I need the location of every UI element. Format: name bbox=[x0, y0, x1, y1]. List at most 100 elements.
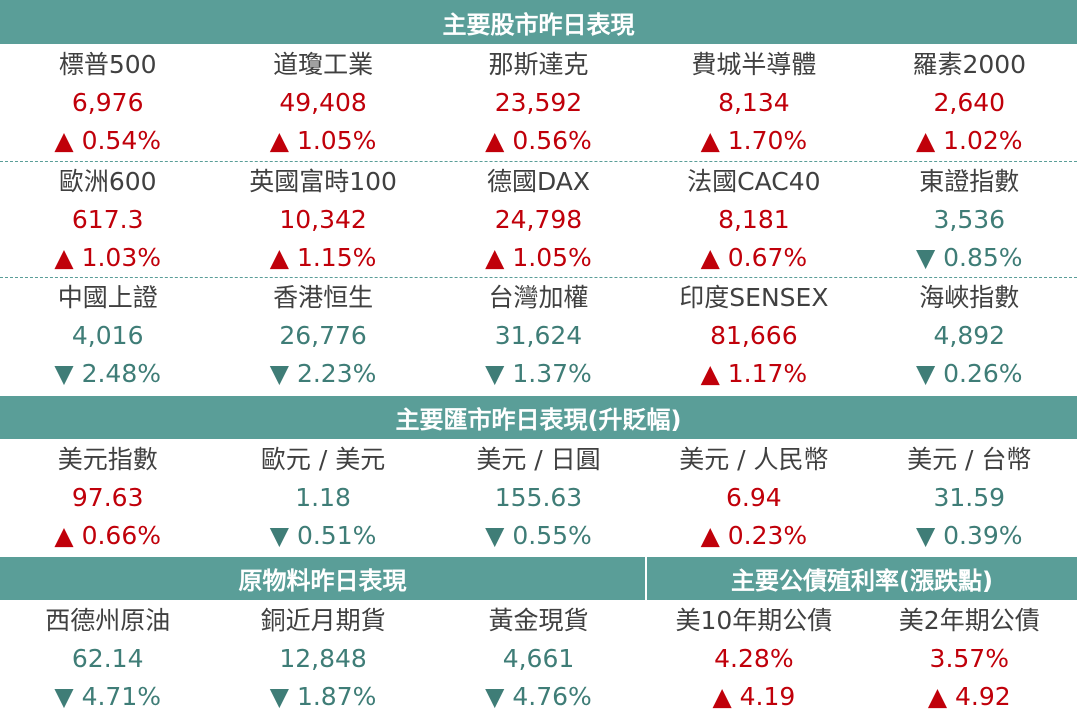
quote-value: 2,640 bbox=[933, 88, 1006, 117]
quote-value: 8,181 bbox=[718, 205, 790, 234]
quote-cell: 那斯達克 23,592 ▲ 0.56% bbox=[431, 46, 646, 160]
quote-name: 標普500 bbox=[58, 50, 157, 79]
quote-name: 美2年期公債 bbox=[898, 606, 1040, 635]
quote-name: 那斯達克 bbox=[488, 50, 589, 79]
quote-value: 31,624 bbox=[494, 321, 583, 350]
stocks-row-2: 歐洲600 617.3 ▲ 1.03% 英國富時100 10,342 ▲ 1.1… bbox=[0, 163, 1077, 277]
quote-cell: 美2年期公債 3.57% ▲ 4.92 bbox=[862, 602, 1077, 716]
quote-value: 4,892 bbox=[933, 321, 1006, 350]
quote-value: 12,848 bbox=[279, 644, 367, 673]
quote-cell: 費城半導體 8,134 ▲ 1.70% bbox=[646, 46, 861, 160]
quote-value: 1.18 bbox=[295, 483, 351, 512]
stocks-row-1: 標普500 6,976 ▲ 0.54% 道瓊工業 49,408 ▲ 1.05% … bbox=[0, 46, 1077, 160]
quote-change: ▼ 4.71% bbox=[54, 682, 161, 711]
quote-name: 歐元 / 美元 bbox=[260, 445, 386, 474]
quote-cell: 美10年期公債 4.28% ▲ 4.19 bbox=[646, 602, 861, 716]
quote-change: ▲ 0.67% bbox=[700, 243, 808, 272]
commodities-bonds-row: 西德州原油 62.14 ▼ 4.71% 銅近月期貨 12,848 ▼ 1.87%… bbox=[0, 602, 1077, 716]
quote-value: 617.3 bbox=[71, 205, 144, 234]
quote-change: ▼ 2.23% bbox=[269, 359, 377, 388]
quote-name: 法國CAC40 bbox=[687, 167, 821, 196]
quote-value: 23,592 bbox=[494, 88, 583, 117]
quote-name: 美元 / 人民幣 bbox=[679, 445, 829, 474]
quote-value: 6,976 bbox=[71, 88, 144, 117]
quote-name: 費城半導體 bbox=[691, 50, 817, 79]
quote-name: 中國上證 bbox=[57, 283, 158, 312]
quote-cell: 德國DAX 24,798 ▲ 1.05% bbox=[431, 163, 646, 277]
quote-cell: 香港恒生 26,776 ▼ 2.23% bbox=[215, 279, 430, 393]
quote-value: 8,134 bbox=[718, 88, 790, 117]
quote-cell: 美元指數 97.63 ▲ 0.66% bbox=[0, 441, 215, 555]
quote-change: ▼ 0.39% bbox=[915, 521, 1023, 550]
quote-name: 東證指數 bbox=[919, 167, 1020, 196]
bonds-title: 主要公債殖利率(漲跌點) bbox=[731, 567, 993, 595]
quote-change: ▲ 0.54% bbox=[54, 126, 161, 155]
quote-value: 97.63 bbox=[71, 483, 144, 512]
quote-name: 台灣加權 bbox=[488, 283, 589, 312]
quote-value: 3.57% bbox=[929, 644, 1009, 673]
quote-cell: 道瓊工業 49,408 ▲ 1.05% bbox=[215, 46, 430, 160]
quote-name: 歐洲600 bbox=[58, 167, 157, 196]
quote-cell: 中國上證 4,016 ▼ 2.48% bbox=[0, 279, 215, 393]
quote-name: 香港恒生 bbox=[273, 283, 374, 312]
fx-row: 美元指數 97.63 ▲ 0.66% 歐元 / 美元 1.18 ▼ 0.51% … bbox=[0, 441, 1077, 555]
quote-change: ▲ 1.05% bbox=[485, 243, 592, 272]
quote-cell: 印度SENSEX 81,666 ▲ 1.17% bbox=[646, 279, 861, 393]
quote-value: 49,408 bbox=[279, 88, 367, 117]
quote-value: 10,342 bbox=[279, 205, 367, 234]
quote-name: 英國富時100 bbox=[249, 167, 397, 196]
quote-value: 4,661 bbox=[502, 644, 575, 673]
commodities-header: 原物料昨日表現 bbox=[0, 557, 645, 600]
quote-change: ▼ 0.26% bbox=[915, 359, 1023, 388]
quote-change: ▲ 1.17% bbox=[700, 359, 808, 388]
quote-change: ▲ 0.56% bbox=[485, 126, 592, 155]
quote-value: 26,776 bbox=[279, 321, 367, 350]
quote-cell: 美元 / 台幣 31.59 ▼ 0.39% bbox=[862, 441, 1077, 555]
stocks-title: 主要股市昨日表現 bbox=[442, 10, 635, 39]
quote-value: 3,536 bbox=[933, 205, 1006, 234]
quote-name: 黃金現貨 bbox=[488, 606, 589, 635]
quote-name: 美元 / 台幣 bbox=[907, 445, 1032, 474]
quote-value: 62.14 bbox=[71, 644, 144, 673]
quote-change: ▲ 1.05% bbox=[269, 126, 377, 155]
quote-cell: 歐洲600 617.3 ▲ 1.03% bbox=[0, 163, 215, 277]
quote-name: 美元 / 日圓 bbox=[476, 445, 601, 474]
quote-name: 羅素2000 bbox=[912, 50, 1027, 79]
quote-change: ▲ 0.23% bbox=[700, 521, 808, 550]
bonds-header: 主要公債殖利率(漲跌點) bbox=[647, 557, 1077, 600]
quote-change: ▲ 1.70% bbox=[700, 126, 808, 155]
quote-cell: 美元 / 人民幣 6.94 ▲ 0.23% bbox=[646, 441, 861, 555]
quote-change: ▼ 4.76% bbox=[485, 682, 592, 711]
quote-cell: 英國富時100 10,342 ▲ 1.15% bbox=[215, 163, 430, 277]
quote-cell: 歐元 / 美元 1.18 ▼ 0.51% bbox=[215, 441, 430, 555]
quote-cell: 海峽指數 4,892 ▼ 0.26% bbox=[862, 279, 1077, 393]
stocks-header: 主要股市昨日表現 bbox=[0, 0, 1077, 44]
quote-change: ▼ 0.55% bbox=[485, 521, 592, 550]
quote-cell: 黃金現貨 4,661 ▼ 4.76% bbox=[431, 602, 646, 716]
quote-cell: 銅近月期貨 12,848 ▼ 1.87% bbox=[215, 602, 430, 716]
quote-change: ▼ 1.37% bbox=[485, 359, 592, 388]
quote-change: ▲ 0.66% bbox=[54, 521, 161, 550]
row-divider bbox=[0, 277, 1077, 278]
quote-cell: 西德州原油 62.14 ▼ 4.71% bbox=[0, 602, 215, 716]
quote-name: 德國DAX bbox=[486, 167, 590, 196]
quote-change: ▲ 4.92 bbox=[927, 682, 1011, 711]
quote-cell: 美元 / 日圓 155.63 ▼ 0.55% bbox=[431, 441, 646, 555]
quote-name: 銅近月期貨 bbox=[260, 606, 386, 635]
quote-change: ▲ 1.02% bbox=[915, 126, 1023, 155]
stocks-row-3: 中國上證 4,016 ▼ 2.48% 香港恒生 26,776 ▼ 2.23% 台… bbox=[0, 279, 1077, 393]
quote-value: 81,666 bbox=[710, 321, 798, 350]
quote-name: 美10年期公債 bbox=[675, 606, 833, 635]
quote-name: 西德州原油 bbox=[45, 606, 171, 635]
quote-cell: 台灣加權 31,624 ▼ 1.37% bbox=[431, 279, 646, 393]
quote-cell: 東證指數 3,536 ▼ 0.85% bbox=[862, 163, 1077, 277]
row-divider bbox=[0, 161, 1077, 162]
quote-value: 4,016 bbox=[71, 321, 144, 350]
quote-value: 6.94 bbox=[726, 483, 782, 512]
quote-value: 24,798 bbox=[494, 205, 583, 234]
fx-title: 主要匯市昨日表現(升貶幅) bbox=[395, 406, 682, 434]
quote-cell: 法國CAC40 8,181 ▲ 0.67% bbox=[646, 163, 861, 277]
quote-change: ▼ 0.85% bbox=[915, 243, 1023, 272]
quote-change: ▼ 2.48% bbox=[54, 359, 161, 388]
